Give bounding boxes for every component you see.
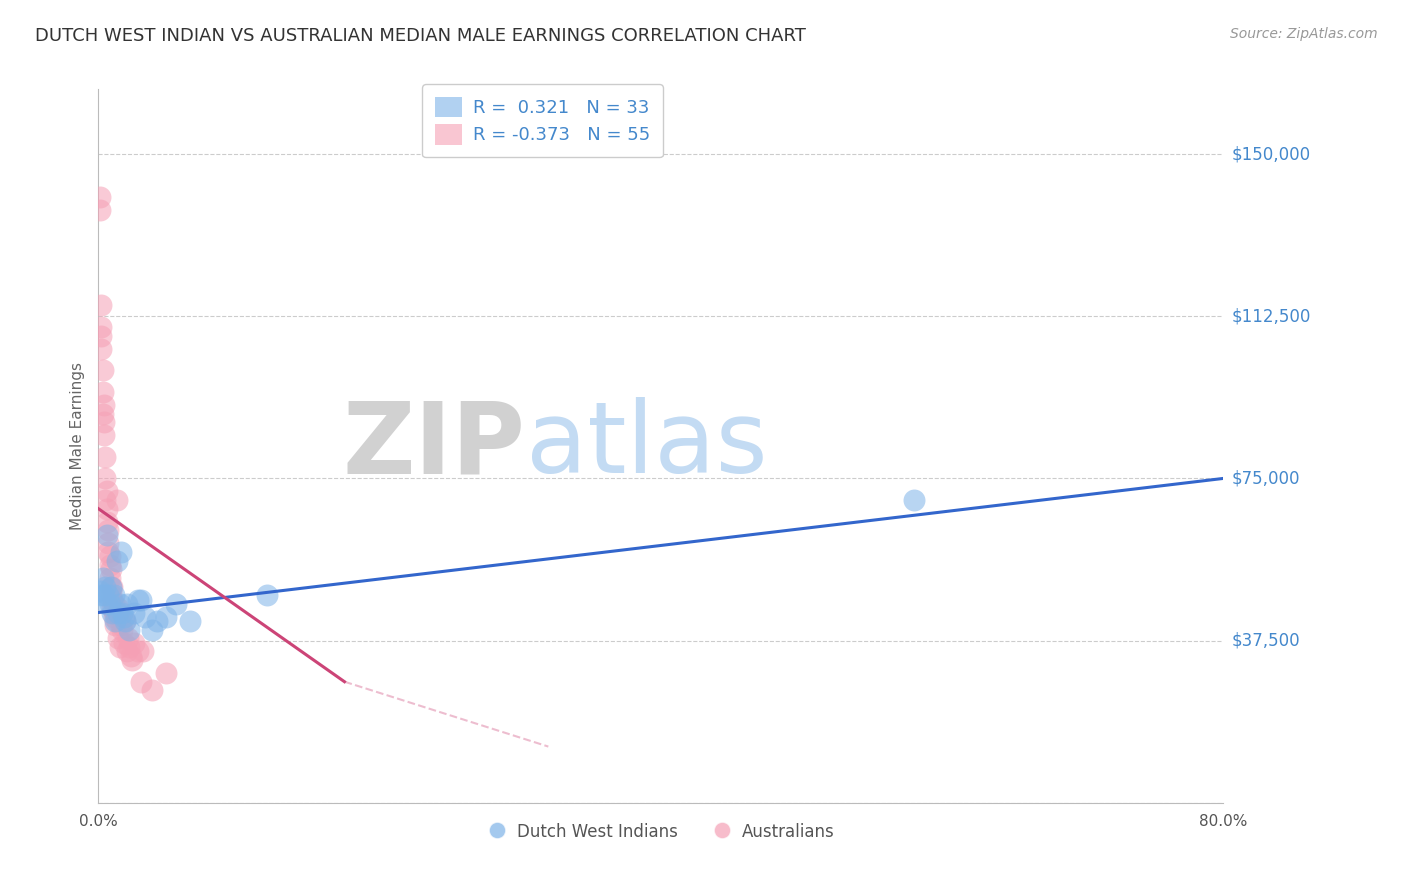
Point <box>90 588 112 602</box>
Point <box>155 610 177 624</box>
Point <box>104 618 127 632</box>
Point <box>112 636 135 650</box>
Point <box>121 653 143 667</box>
Point <box>105 493 128 508</box>
Point <box>118 623 141 637</box>
Point <box>100 588 122 602</box>
Point <box>117 632 139 646</box>
Point <box>155 666 177 681</box>
Point <box>91 407 114 421</box>
Point <box>91 571 114 585</box>
Point <box>91 363 114 377</box>
Point <box>89 203 111 218</box>
Text: $112,500: $112,500 <box>1232 307 1310 326</box>
Text: Source: ZipAtlas.com: Source: ZipAtlas.com <box>1230 27 1378 41</box>
Point <box>90 298 112 312</box>
Point <box>98 571 121 585</box>
Point <box>110 545 132 559</box>
Point <box>107 601 129 615</box>
Point <box>122 606 145 620</box>
Point <box>105 614 128 628</box>
Point <box>97 524 120 538</box>
Point <box>107 632 129 646</box>
Point <box>146 614 169 628</box>
Point <box>90 328 112 343</box>
Point <box>141 623 163 637</box>
Point <box>134 610 156 624</box>
Point <box>93 428 115 442</box>
Text: atlas: atlas <box>526 398 768 494</box>
Point <box>96 515 118 529</box>
Y-axis label: Median Male Earnings: Median Male Earnings <box>70 362 86 530</box>
Point <box>93 415 115 429</box>
Legend: Dutch West Indians, Australians: Dutch West Indians, Australians <box>481 815 841 848</box>
Point <box>97 545 120 559</box>
Point <box>105 553 128 567</box>
Point <box>101 606 124 620</box>
Point <box>101 592 124 607</box>
Point <box>108 597 131 611</box>
Point <box>108 610 131 624</box>
Point <box>90 320 112 334</box>
Point <box>108 640 131 654</box>
Point <box>89 583 111 598</box>
Point <box>122 636 145 650</box>
Text: $75,000: $75,000 <box>1232 469 1301 487</box>
Point <box>94 580 117 594</box>
Point <box>111 623 134 637</box>
Point <box>104 614 127 628</box>
Point <box>93 588 115 602</box>
Point <box>98 597 121 611</box>
Text: $150,000: $150,000 <box>1232 145 1310 163</box>
Text: DUTCH WEST INDIAN VS AUSTRALIAN MEDIAN MALE EARNINGS CORRELATION CHART: DUTCH WEST INDIAN VS AUSTRALIAN MEDIAN M… <box>35 27 806 45</box>
Point <box>97 588 120 602</box>
Point <box>101 580 124 594</box>
Text: $37,500: $37,500 <box>1232 632 1301 649</box>
Point <box>165 597 187 611</box>
Point <box>90 342 112 356</box>
Point <box>100 580 122 594</box>
Point <box>96 527 118 541</box>
Point <box>129 674 152 689</box>
Point <box>100 562 122 576</box>
Point <box>101 601 124 615</box>
Point <box>114 614 136 628</box>
Point <box>115 644 138 658</box>
Point <box>103 610 125 624</box>
Point <box>96 484 118 499</box>
Point <box>97 536 120 550</box>
Point <box>96 501 118 516</box>
Point <box>98 549 121 564</box>
Point <box>104 606 127 620</box>
Point <box>107 606 129 620</box>
Point <box>96 597 118 611</box>
Point <box>93 398 115 412</box>
Text: ZIP: ZIP <box>343 398 526 494</box>
Point <box>132 644 155 658</box>
Point <box>141 683 163 698</box>
Point <box>100 580 122 594</box>
Point <box>115 597 138 611</box>
Point <box>110 618 132 632</box>
Point <box>111 606 134 620</box>
Point <box>94 471 117 485</box>
Point <box>98 558 121 572</box>
Point <box>103 588 125 602</box>
Point <box>94 493 117 508</box>
Point <box>127 592 149 607</box>
Point <box>114 614 136 628</box>
Point <box>179 614 201 628</box>
Point <box>127 644 149 658</box>
Point <box>903 493 925 508</box>
Point <box>112 610 135 624</box>
Point <box>89 190 111 204</box>
Point <box>94 450 117 464</box>
Point <box>256 588 278 602</box>
Point <box>103 597 125 611</box>
Point <box>118 640 141 654</box>
Point <box>129 592 152 607</box>
Point <box>91 384 114 399</box>
Point <box>120 648 142 663</box>
